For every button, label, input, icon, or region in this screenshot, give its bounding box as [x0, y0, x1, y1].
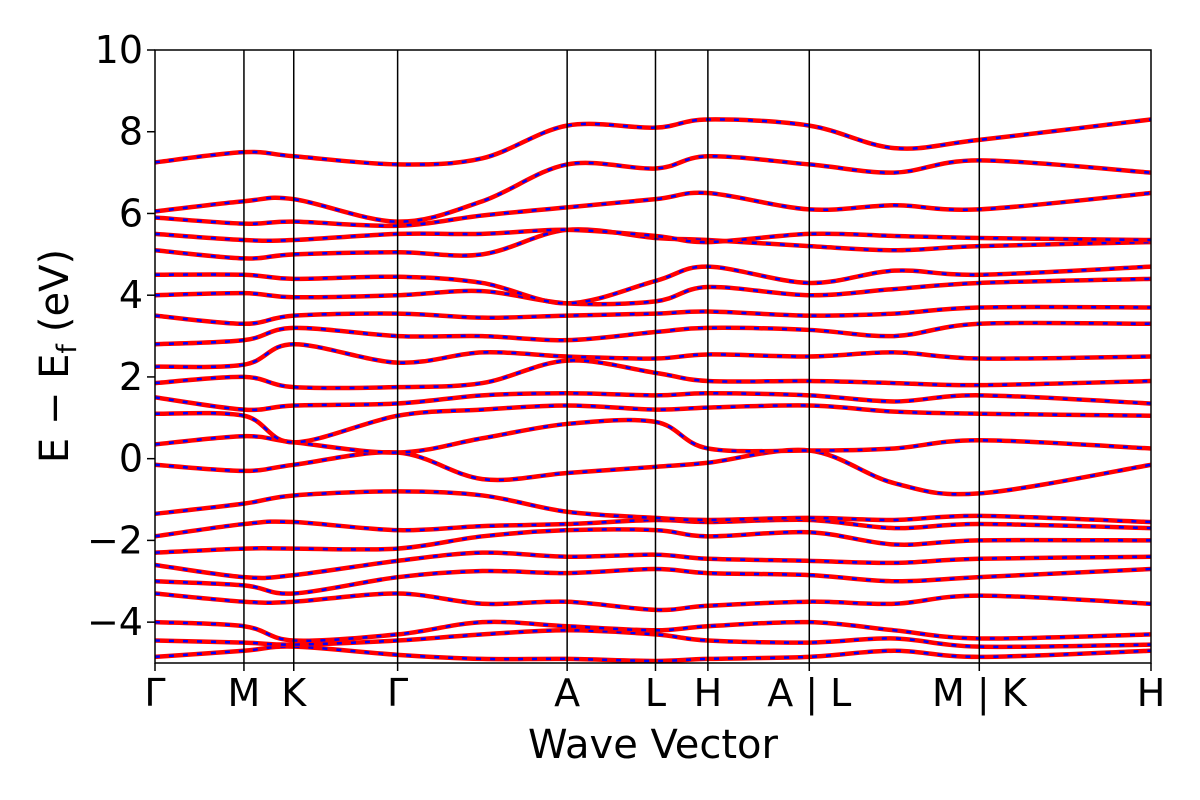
x-tick-label: M | K	[932, 671, 1028, 716]
plot-frame	[154, 49, 1152, 664]
x-tick-label: M	[228, 671, 261, 715]
y-tick-label: 6	[119, 191, 143, 235]
band-line-blue-dotted	[155, 277, 1151, 306]
x-tick-label: Γ	[387, 671, 408, 715]
band-line-blue-dotted	[155, 518, 1151, 538]
band-line-blue-dotted	[155, 228, 1151, 244]
band-line-blue-dotted	[155, 118, 1151, 166]
y-tick-label: 10	[95, 28, 143, 72]
y-tick-label: −2	[87, 518, 143, 562]
band-line-blue-dotted	[155, 567, 1151, 595]
y-tick-label: 0	[119, 437, 143, 481]
x-tick-label: K	[281, 671, 307, 715]
band-line-blue-dotted	[155, 418, 1151, 454]
x-tick-label: L	[645, 671, 666, 715]
x-tick-label: H	[694, 671, 723, 715]
band-line-blue-dotted	[155, 645, 1151, 663]
band-line-blue-dotted	[155, 154, 1151, 223]
band-line-blue-dotted	[155, 191, 1151, 228]
band-line-blue-dotted	[155, 528, 1151, 554]
band-line-blue-dotted	[155, 265, 1151, 305]
y-axis-label-subscript: f	[52, 343, 83, 354]
x-axis-label: Wave Vector	[528, 722, 779, 768]
band-line-blue-dotted	[155, 404, 1151, 444]
y-tick-label: 2	[119, 355, 143, 399]
y-axis-label-main: E − E	[32, 354, 78, 464]
y-tick-label: −4	[87, 600, 143, 644]
y-tick-label: 4	[119, 273, 143, 317]
band-line-blue-dotted	[155, 551, 1151, 580]
y-axis-ticks: −4 −2 0 2 4 6 8 10	[87, 28, 155, 644]
x-tick-label: A	[554, 671, 580, 715]
y-tick-label: 8	[119, 110, 143, 154]
band-line-blue-dotted	[155, 592, 1151, 612]
y-axis-label: E − Ef (eV)	[32, 249, 83, 463]
band-line-blue-dotted	[155, 392, 1151, 412]
high-symmetry-lines	[243, 50, 981, 663]
band-line-blue-dotted	[155, 629, 1151, 649]
x-tick-label: Γ	[144, 671, 165, 715]
x-tick-label: A | L	[767, 671, 851, 716]
x-tick-label: H	[1137, 671, 1166, 715]
y-axis-label-unit: (eV)	[32, 249, 78, 332]
